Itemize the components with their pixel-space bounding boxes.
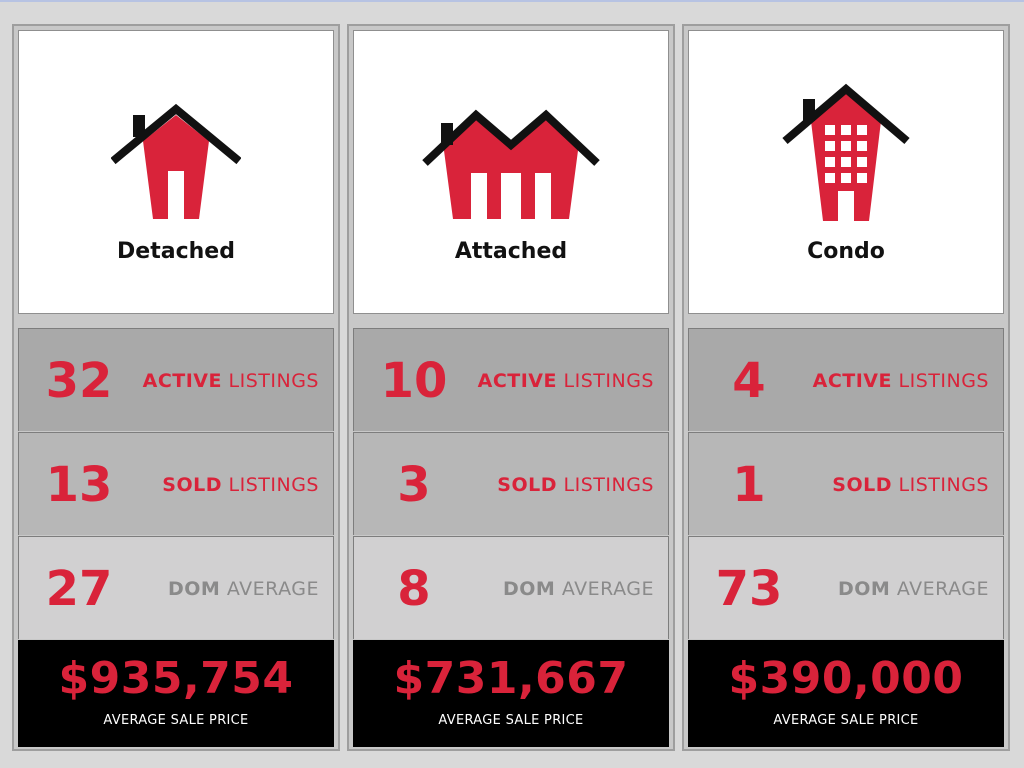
average-sale-price-box: $935,754 AVERAGE SALE PRICE <box>18 640 334 747</box>
average-sale-price-value: $935,754 <box>58 653 294 704</box>
active-listings-row: 4 ACTIVE LISTINGS <box>688 328 1004 431</box>
condo-building-icon <box>782 83 910 221</box>
dom-average-label: DOM AVERAGE <box>503 578 654 600</box>
average-sale-price-box: $731,667 AVERAGE SALE PRICE <box>353 640 669 747</box>
active-listings-label: ACTIVE LISTINGS <box>812 370 989 392</box>
attached-house-icon <box>422 109 600 219</box>
dom-average-row: 73 DOM AVERAGE <box>688 536 1004 639</box>
active-listings-count: 4 <box>732 353 766 409</box>
average-sale-price-box: $390,000 AVERAGE SALE PRICE <box>688 640 1004 747</box>
dom-average-label: DOM AVERAGE <box>168 578 319 600</box>
dom-average-row: 8 DOM AVERAGE <box>353 536 669 639</box>
active-listings-label: ACTIVE LISTINGS <box>142 370 319 392</box>
average-sale-price-label: AVERAGE SALE PRICE <box>438 713 584 728</box>
attached-column: Attached 10 ACTIVE LISTINGS 3 SOLD LISTI… <box>347 24 675 751</box>
sold-listings-label: SOLD LISTINGS <box>162 474 319 496</box>
active-listings-row: 10 ACTIVE LISTINGS <box>353 328 669 431</box>
property-type-label: Detached <box>117 239 235 264</box>
average-sale-price-value: $390,000 <box>728 653 964 704</box>
dom-average-value: 27 <box>45 561 113 617</box>
condo-icon-card: Condo <box>688 30 1004 314</box>
sold-listings-label: SOLD LISTINGS <box>832 474 989 496</box>
sold-listings-row: 13 SOLD LISTINGS <box>18 432 334 535</box>
sold-listings-count: 13 <box>45 457 113 513</box>
condo-column: Condo 4 ACTIVE LISTINGS 1 SOLD LISTINGS … <box>682 24 1010 751</box>
detached-house-icon <box>111 103 241 219</box>
average-sale-price-label: AVERAGE SALE PRICE <box>103 713 249 728</box>
sold-listings-label: SOLD LISTINGS <box>497 474 654 496</box>
property-type-label: Condo <box>807 239 885 264</box>
sold-listings-row: 3 SOLD LISTINGS <box>353 432 669 535</box>
detached-column: Detached 32 ACTIVE LISTINGS 13 SOLD LIST… <box>12 24 340 751</box>
active-listings-row: 32 ACTIVE LISTINGS <box>18 328 334 431</box>
top-border-line <box>0 0 1024 2</box>
active-listings-label: ACTIVE LISTINGS <box>477 370 654 392</box>
sold-listings-count: 3 <box>397 457 431 513</box>
sold-listings-row: 1 SOLD LISTINGS <box>688 432 1004 535</box>
dom-average-value: 8 <box>397 561 431 617</box>
active-listings-count: 10 <box>380 353 448 409</box>
detached-icon-card: Detached <box>18 30 334 314</box>
attached-icon-card: Attached <box>353 30 669 314</box>
property-type-label: Attached <box>454 239 568 264</box>
dom-average-value: 73 <box>715 561 783 617</box>
dom-average-label: DOM AVERAGE <box>838 578 989 600</box>
average-sale-price-label: AVERAGE SALE PRICE <box>773 713 919 728</box>
dom-average-row: 27 DOM AVERAGE <box>18 536 334 639</box>
average-sale-price-value: $731,667 <box>393 653 629 704</box>
sold-listings-count: 1 <box>732 457 766 513</box>
active-listings-count: 32 <box>45 353 113 409</box>
